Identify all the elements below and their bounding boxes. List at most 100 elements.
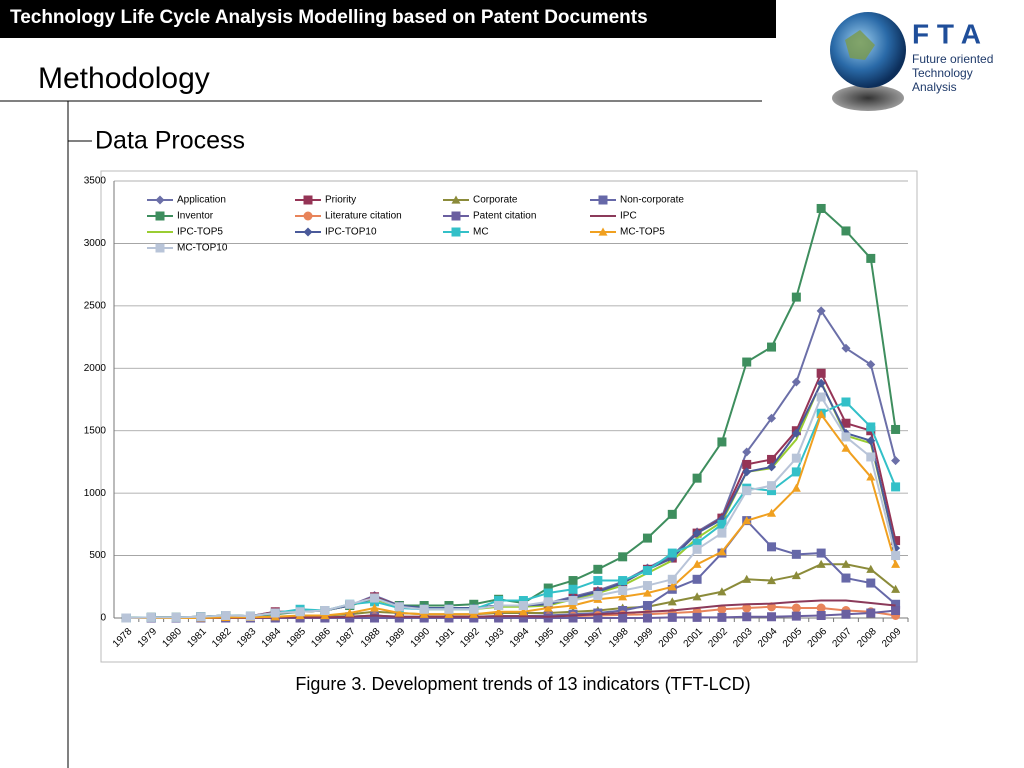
data-point [245,611,255,621]
data-point [717,528,727,538]
legend-label: IPC [620,211,637,222]
legend-label: MC-TOP10 [177,243,228,254]
header-title: Technology Life Cycle Analysis Modelling… [10,7,648,28]
data-point [891,559,901,568]
data-point [816,409,826,419]
data-point [320,611,330,620]
data-point [543,613,553,623]
data-point [742,447,752,457]
data-point [891,599,901,609]
data-point [767,342,777,352]
data-point [841,443,851,452]
data-point [767,542,777,552]
data-point [593,576,603,586]
data-point [692,559,702,568]
data-point [692,473,702,483]
data-point [742,574,752,583]
data-point [618,586,628,596]
legend-label: Non-corporate [620,195,684,206]
data-point [370,603,380,612]
data-point [370,613,380,623]
data-point [791,428,801,438]
data-point [568,596,578,606]
data-point [692,544,702,554]
y-tick-label: 500 [89,550,106,561]
data-point [791,292,801,302]
data-point [717,587,727,596]
data-point [717,519,727,529]
logo-text: Analysis [912,80,957,94]
data-point [270,608,280,618]
data-point [841,226,851,236]
data-point [717,612,727,622]
y-tick-label: 0 [100,613,106,624]
data-point [742,459,752,469]
data-point [494,601,504,611]
data-point [568,584,578,594]
data-point [717,547,727,556]
data-point [419,604,429,614]
data-point [692,538,702,548]
legend-marker [598,227,608,236]
data-point [742,467,752,477]
legend-marker [303,227,313,237]
data-point [618,552,628,562]
data-point [593,591,603,601]
data-point [543,583,553,593]
data-point [841,559,851,568]
data-point [791,467,801,477]
data-point [866,436,876,446]
data-point [494,607,504,616]
data-point [642,566,652,576]
legend-label: Priority [325,195,356,206]
data-point [543,597,553,607]
data-point [866,608,876,618]
legend-marker [155,243,165,253]
data-point [494,613,504,623]
data-point [841,609,851,619]
data-point [518,613,528,623]
data-point [345,608,355,617]
data-point [518,607,528,616]
data-point [618,576,628,586]
chart-frame [100,170,918,663]
data-point [816,368,826,378]
header-bar [0,0,776,38]
legend-label: Corporate [473,195,518,206]
data-point [444,613,454,623]
data-point [667,582,677,591]
data-point [568,601,578,610]
data-point [518,601,528,611]
data-point [841,343,851,353]
data-point [866,452,876,462]
data-point [791,571,801,580]
data-point [742,516,752,525]
data-point [841,573,851,583]
data-point [816,559,826,568]
subsection-title: Data Process [95,127,245,155]
data-point [841,397,851,407]
data-point [891,606,901,616]
data-point [469,604,479,614]
data-point [816,306,826,316]
data-point [419,613,429,623]
data-point [171,612,181,622]
data-point [518,596,528,606]
data-point [593,613,603,623]
logo-acronym: F T A [912,18,981,49]
y-tick-label: 2000 [84,363,107,374]
logo-text: Future oriented [912,52,993,66]
data-point [816,378,826,388]
logo-shadow [832,85,904,111]
data-point [767,576,777,585]
data-point [791,377,801,387]
data-point [866,253,876,263]
data-point [593,564,603,574]
logo-land [845,30,875,60]
data-point [667,597,677,606]
data-point [543,603,553,612]
data-point [196,612,206,622]
data-point [494,596,504,606]
